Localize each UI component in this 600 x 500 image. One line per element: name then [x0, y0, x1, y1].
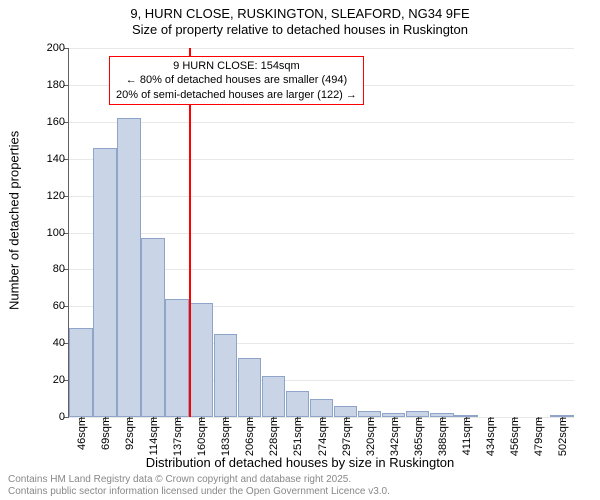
xtick-label: 92sqm	[122, 417, 136, 450]
xtick-label: 274sqm	[315, 417, 329, 456]
title-line1: 9, HURN CLOSE, RUSKINGTON, SLEAFORD, NG3…	[0, 6, 600, 21]
x-axis-label: Distribution of detached houses by size …	[0, 455, 600, 470]
histogram-bar	[93, 148, 117, 417]
histogram-bar	[334, 406, 358, 417]
xtick-label: 388sqm	[435, 417, 449, 456]
histogram-bar	[310, 399, 334, 417]
chart-container: 9, HURN CLOSE, RUSKINGTON, SLEAFORD, NG3…	[0, 0, 600, 500]
histogram-bar	[238, 358, 262, 417]
xtick-label: 297sqm	[339, 417, 353, 456]
histogram-bar	[141, 238, 165, 417]
xtick-label: 206sqm	[242, 417, 256, 456]
annotation-title: 9 HURN CLOSE: 154sqm	[116, 59, 357, 73]
annotation-line1: ← 80% of detached houses are smaller (49…	[116, 73, 357, 87]
title-line2: Size of property relative to detached ho…	[0, 22, 600, 37]
xtick-label: 502sqm	[555, 417, 569, 456]
ytick-label: 100	[47, 227, 69, 239]
xtick-label: 183sqm	[218, 417, 232, 456]
ytick-label: 40	[53, 337, 69, 349]
ytick-label: 120	[47, 190, 69, 202]
ytick-label: 80	[53, 263, 69, 275]
gridline	[69, 122, 574, 123]
annotation-box: 9 HURN CLOSE: 154sqm← 80% of detached ho…	[109, 56, 364, 105]
xtick-label: 434sqm	[483, 417, 497, 456]
ytick-label: 0	[59, 411, 69, 423]
footer-line2: Contains public sector information licen…	[8, 486, 390, 498]
ytick-label: 180	[47, 79, 69, 91]
histogram-bar	[286, 391, 310, 417]
gridline	[69, 48, 574, 49]
histogram-bar	[165, 299, 189, 417]
gridline	[69, 196, 574, 197]
histogram-bar	[69, 328, 93, 417]
footer-line1: Contains HM Land Registry data © Crown c…	[8, 474, 390, 486]
ytick-label: 60	[53, 300, 69, 312]
xtick-label: 365sqm	[411, 417, 425, 456]
xtick-label: 342sqm	[387, 417, 401, 456]
ytick-label: 20	[53, 374, 69, 386]
plot-area: 02040608010012014016018020046sqm69sqm92s…	[68, 48, 574, 418]
xtick-label: 251sqm	[290, 417, 304, 456]
xtick-label: 160sqm	[194, 417, 208, 456]
xtick-label: 114sqm	[146, 417, 160, 455]
ytick-label: 200	[47, 42, 69, 54]
histogram-bar	[189, 303, 213, 417]
y-axis-label: Number of detached properties	[7, 131, 22, 310]
xtick-label: 320sqm	[363, 417, 377, 456]
xtick-label: 228sqm	[266, 417, 280, 456]
xtick-label: 456sqm	[507, 417, 521, 456]
footer-attribution: Contains HM Land Registry data © Crown c…	[8, 474, 390, 498]
xtick-label: 137sqm	[170, 417, 184, 456]
ytick-label: 140	[47, 153, 69, 165]
xtick-label: 46sqm	[74, 417, 88, 450]
annotation-line2: 20% of semi-detached houses are larger (…	[116, 88, 357, 102]
xtick-label: 69sqm	[98, 417, 112, 450]
gridline	[69, 159, 574, 160]
title-block: 9, HURN CLOSE, RUSKINGTON, SLEAFORD, NG3…	[0, 0, 600, 37]
histogram-bar	[214, 334, 238, 417]
histogram-bar	[262, 376, 286, 417]
ytick-label: 160	[47, 116, 69, 128]
xtick-label: 479sqm	[531, 417, 545, 456]
histogram-bar	[117, 118, 141, 417]
gridline	[69, 233, 574, 234]
xtick-label: 411sqm	[459, 417, 473, 455]
